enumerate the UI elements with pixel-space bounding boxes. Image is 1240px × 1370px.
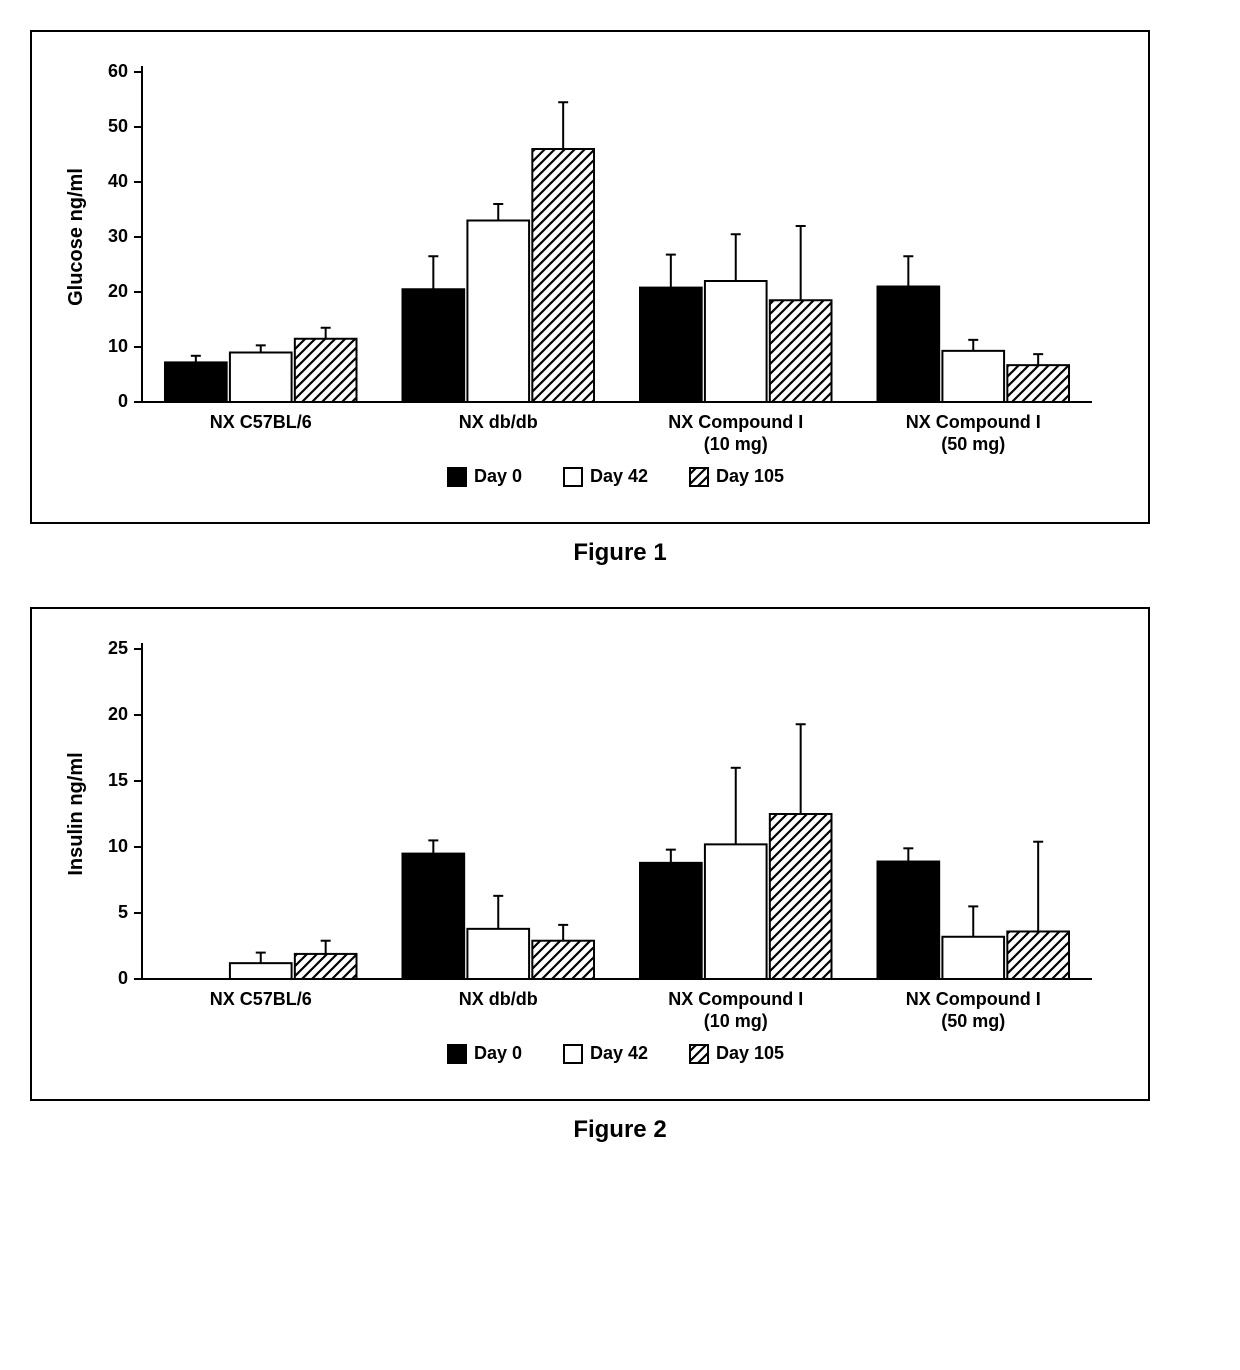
svg-text:NX Compound I: NX Compound I xyxy=(668,989,803,1009)
svg-text:Glucose ng/ml: Glucose ng/ml xyxy=(65,168,87,306)
svg-text:NX C57BL/6: NX C57BL/6 xyxy=(210,989,312,1009)
svg-text:20: 20 xyxy=(108,281,128,301)
svg-text:(50 mg): (50 mg) xyxy=(941,434,1005,454)
svg-text:0: 0 xyxy=(118,391,128,411)
svg-text:10: 10 xyxy=(108,336,128,356)
svg-text:30: 30 xyxy=(108,226,128,246)
svg-text:NX db/db: NX db/db xyxy=(459,412,538,432)
svg-text:(50 mg): (50 mg) xyxy=(941,1011,1005,1031)
svg-text:NX Compound I: NX Compound I xyxy=(906,989,1041,1009)
svg-text:Day 0: Day 0 xyxy=(474,1043,522,1063)
svg-text:0: 0 xyxy=(118,968,128,988)
figure-2-wrapper: 0 5 10 15 20 25 Insulin ng/ml NX C57BL/6 NX db/d… xyxy=(30,607,1210,1144)
glucose-chart: 0 10 20 30 40 50 60 Glucose ng/ml NX C57BL/6 NX d… xyxy=(52,52,1112,512)
svg-text:15: 15 xyxy=(108,770,128,790)
svg-text:10: 10 xyxy=(108,836,128,856)
svg-text:NX Compound I: NX Compound I xyxy=(906,412,1041,432)
figure-1-caption: Figure 1 xyxy=(30,539,1210,567)
svg-text:NX C57BL/6: NX C57BL/6 xyxy=(210,412,312,432)
svg-text:5: 5 xyxy=(118,902,128,922)
svg-text:Day 105: Day 105 xyxy=(716,466,784,486)
svg-text:NX Compound I: NX Compound I xyxy=(668,412,803,432)
svg-text:Insulin ng/ml: Insulin ng/ml xyxy=(65,752,87,875)
figure-1-border: 0 10 20 30 40 50 60 Glucose ng/ml NX C57BL/6 NX d… xyxy=(30,30,1150,524)
svg-text:(10 mg): (10 mg) xyxy=(704,1011,768,1031)
svg-text:Day 42: Day 42 xyxy=(590,466,648,486)
svg-text:50: 50 xyxy=(108,116,128,136)
figure-2-border: 0 5 10 15 20 25 Insulin ng/ml NX C57BL/6 NX db/d… xyxy=(30,607,1150,1101)
svg-text:Day 105: Day 105 xyxy=(716,1043,784,1063)
svg-text:20: 20 xyxy=(108,704,128,724)
figure-2-caption: Figure 2 xyxy=(30,1116,1210,1144)
svg-text:Day 42: Day 42 xyxy=(590,1043,648,1063)
insulin-chart: 0 5 10 15 20 25 Insulin ng/ml NX C57BL/6 NX db/d… xyxy=(52,629,1112,1089)
figure-1-wrapper: 0 10 20 30 40 50 60 Glucose ng/ml NX C57BL/6 NX d… xyxy=(30,30,1210,567)
svg-text:(10 mg): (10 mg) xyxy=(704,434,768,454)
svg-text:Day 0: Day 0 xyxy=(474,466,522,486)
svg-text:60: 60 xyxy=(108,61,128,81)
svg-text:25: 25 xyxy=(108,638,128,658)
svg-text:40: 40 xyxy=(108,171,128,191)
svg-text:NX db/db: NX db/db xyxy=(459,989,538,1009)
